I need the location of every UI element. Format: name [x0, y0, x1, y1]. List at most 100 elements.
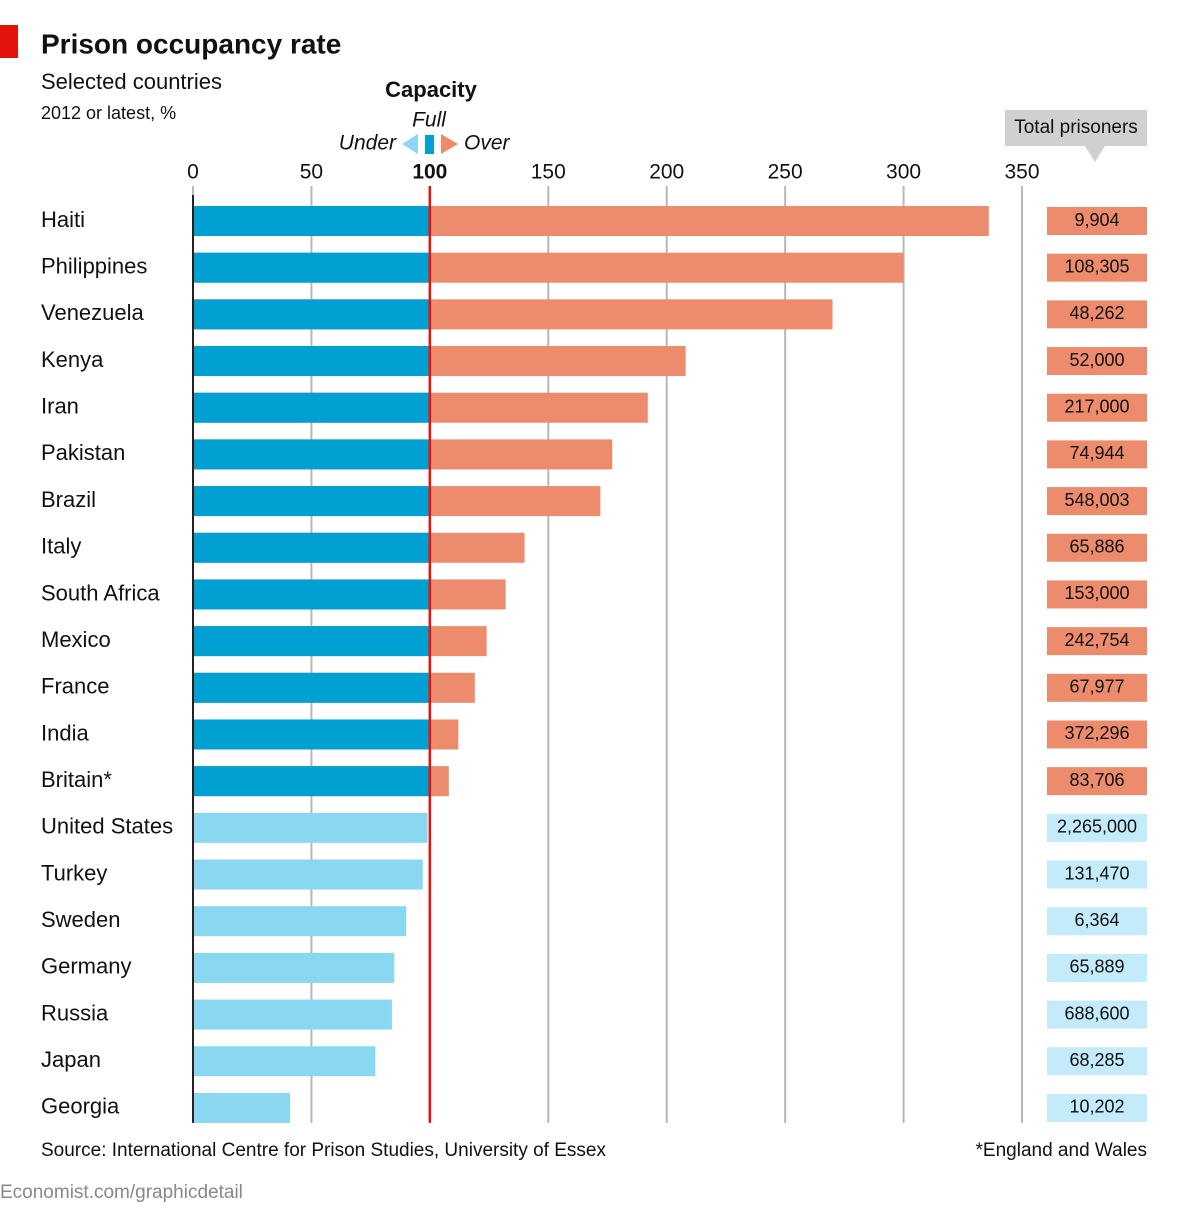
prisoners-label: 65,889	[1069, 957, 1124, 977]
prisoners-label: 217,000	[1064, 396, 1129, 416]
bar-under	[193, 859, 423, 890]
prisoners-header-box	[1005, 110, 1147, 146]
x-tick-label: 50	[300, 161, 323, 184]
y-tick-label: United States	[41, 814, 173, 839]
source: Source: International Centre for Prison …	[41, 1140, 606, 1161]
prisoners-label: 153,000	[1064, 583, 1129, 603]
y-tick-label: Russia	[41, 1000, 109, 1025]
prisoners-label: 68,285	[1069, 1050, 1124, 1070]
legend-over-arrow	[441, 134, 458, 154]
y-tick-label: Philippines	[41, 253, 147, 278]
prisoners-box	[1047, 300, 1147, 329]
prisoners-box	[1047, 673, 1147, 702]
bar-full	[193, 486, 430, 517]
y-tick-label: Mexico	[41, 627, 111, 652]
prisoners-label: 74,944	[1069, 443, 1124, 463]
prisoners-label: 6,364	[1074, 910, 1119, 930]
bar-full	[193, 439, 430, 470]
prisoners-label: 9,904	[1074, 210, 1119, 230]
bar-full	[193, 206, 430, 236]
bar-full	[193, 532, 430, 563]
y-tick-label: Brazil	[41, 487, 96, 512]
y-tick-label: Turkey	[41, 860, 107, 885]
prisoners-label: 65,886	[1069, 537, 1124, 557]
footnote: *England and Wales	[976, 1140, 1147, 1161]
prisoners-label: 242,754	[1064, 630, 1129, 650]
prisoners-box	[1047, 487, 1147, 516]
x-tick-label: 150	[531, 161, 566, 184]
prisoners-box	[1047, 1047, 1147, 1076]
y-tick-label: Kenya	[41, 347, 104, 372]
bar-full	[193, 392, 430, 423]
prisoners-box	[1047, 627, 1147, 656]
prisoners-box	[1047, 207, 1147, 235]
x-tick-label: 200	[649, 161, 684, 184]
legend-full: Full	[412, 109, 447, 132]
unit-note: 2012 or latest, %	[41, 103, 176, 123]
bar-under	[193, 812, 428, 843]
bar-full	[193, 719, 430, 750]
prisoners-label: 548,003	[1064, 490, 1129, 510]
credit: Economist.com/graphicdetail	[0, 1182, 243, 1203]
prisoners-label: 2,265,000	[1057, 817, 1137, 837]
prisoners-box	[1047, 860, 1147, 889]
prisoners-label: 108,305	[1064, 256, 1129, 276]
y-tick-label: Iran	[41, 394, 79, 419]
x-tick-label: 250	[768, 161, 803, 184]
x-tick-label: 300	[886, 161, 921, 184]
prisoners-box	[1047, 1000, 1147, 1029]
bar-under	[193, 999, 392, 1030]
prisoners-box	[1047, 767, 1147, 796]
prisoners-label: 372,296	[1064, 723, 1129, 743]
y-tick-label: South Africa	[41, 580, 160, 605]
bar-full	[193, 346, 430, 377]
prisoners-box	[1047, 440, 1147, 469]
y-tick-label: Japan	[41, 1047, 101, 1072]
prisoners-label: 52,000	[1069, 350, 1124, 370]
legend-icons	[402, 134, 458, 154]
y-tick-label: Germany	[41, 954, 131, 979]
y-tick-label: Haiti	[41, 207, 85, 232]
bar-full	[193, 766, 430, 797]
prisoners-box	[1047, 253, 1147, 282]
bar-full	[193, 252, 430, 283]
y-tick-label: Pakistan	[41, 440, 125, 465]
y-tick-label: Venezuela	[41, 300, 145, 325]
y-tick-label: Sweden	[41, 907, 121, 932]
prisoners-box	[1047, 907, 1147, 936]
prisoners-label: 83,706	[1069, 770, 1124, 790]
prisoners-label: 131,470	[1064, 863, 1129, 883]
brand-block	[0, 25, 18, 58]
chart-title: Prison occupancy rate	[41, 28, 341, 59]
prisoners-header: Total prisoners	[1014, 117, 1138, 138]
y-tick-label: Italy	[41, 534, 81, 559]
y-tick-label: Georgia	[41, 1094, 120, 1119]
prisoners-box	[1047, 813, 1147, 842]
prisoners-box	[1047, 953, 1147, 982]
bar-full	[193, 626, 430, 657]
prisoners-box	[1047, 1093, 1147, 1122]
prisoners-label: 67,977	[1069, 677, 1124, 697]
prisoners-box	[1047, 393, 1147, 422]
prisoners-label: 48,262	[1069, 303, 1124, 323]
bar-full	[193, 299, 430, 330]
legend-under: Under	[339, 132, 397, 155]
y-tick-label: France	[41, 674, 109, 699]
y-tick-label: Britain*	[41, 767, 112, 792]
prisoners-box	[1047, 347, 1147, 376]
bar-under	[193, 906, 407, 937]
bar-full	[193, 579, 430, 610]
prisoners-label: 688,600	[1064, 1003, 1129, 1023]
legend-full-icon	[425, 135, 434, 154]
bar-under	[193, 952, 395, 983]
bar-under	[193, 1046, 376, 1077]
legend-title: Capacity	[385, 77, 477, 102]
y-tick-label: India	[41, 720, 89, 745]
prisoners-box	[1047, 580, 1147, 609]
prisoners-box	[1047, 533, 1147, 562]
bar-under	[193, 1092, 291, 1123]
prisoners-label: 10,202	[1069, 1097, 1124, 1117]
prisoners-box	[1047, 720, 1147, 749]
